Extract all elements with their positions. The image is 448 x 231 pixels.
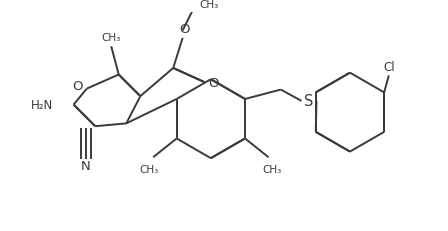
Text: O: O (179, 23, 190, 36)
Text: CH₃: CH₃ (199, 0, 219, 10)
Text: CH₃: CH₃ (263, 164, 282, 174)
Text: O: O (208, 76, 219, 89)
Text: CH₃: CH₃ (140, 164, 159, 174)
Text: O: O (72, 80, 82, 93)
Text: S: S (304, 94, 314, 109)
Text: Cl: Cl (383, 60, 395, 73)
Text: N: N (81, 160, 90, 173)
Text: CH₃: CH₃ (102, 33, 121, 43)
Text: H₂N: H₂N (30, 99, 53, 112)
